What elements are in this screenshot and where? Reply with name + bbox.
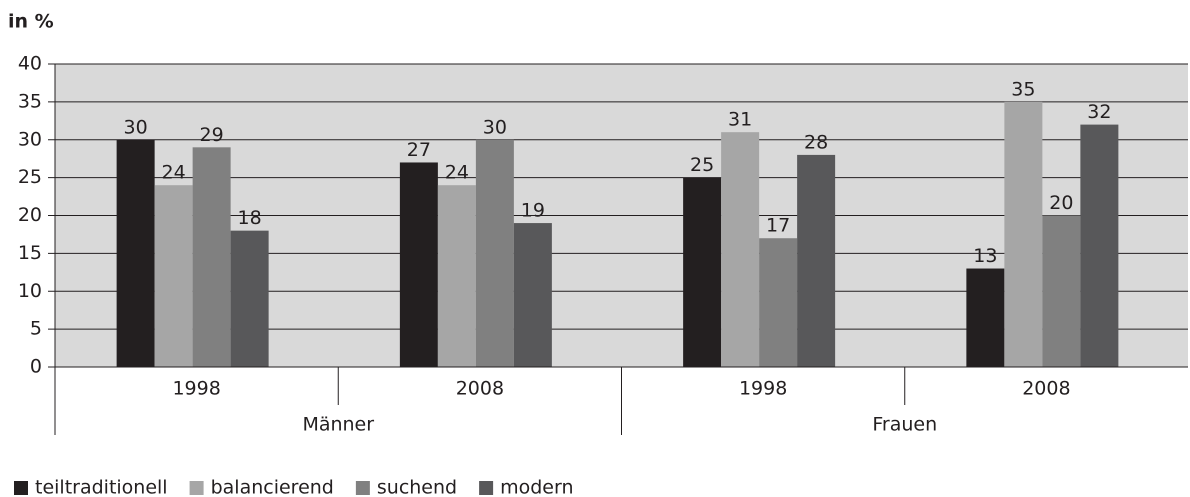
legend-swatch <box>14 481 28 495</box>
bar <box>966 268 1005 367</box>
x-tick-label: 1998 <box>172 378 220 400</box>
data-label: 19 <box>521 200 545 222</box>
x-tick-label: 1998 <box>739 378 787 400</box>
bar <box>683 177 722 367</box>
y-tick-label: 10 <box>18 280 42 302</box>
data-label: 30 <box>124 116 148 138</box>
y-tick-label: 40 <box>18 53 42 75</box>
data-label: 32 <box>1087 101 1111 123</box>
legend-label: teiltraditionell <box>35 477 168 497</box>
bar <box>797 154 836 367</box>
group-label: Frauen <box>872 414 937 436</box>
legend-swatch <box>355 481 370 495</box>
bar <box>437 185 476 367</box>
bar <box>399 162 438 367</box>
data-label: 17 <box>766 215 790 237</box>
bar <box>759 238 798 367</box>
y-tick-label: 15 <box>18 242 42 264</box>
bar <box>513 223 552 367</box>
legend-label: modern <box>500 477 573 497</box>
bar <box>116 139 155 367</box>
bar <box>230 230 269 367</box>
bar <box>1004 101 1043 367</box>
group-label: Männer <box>302 414 374 436</box>
bar <box>475 139 514 367</box>
data-label: 28 <box>804 131 828 153</box>
x-tick-label: 2008 <box>456 378 504 400</box>
y-axis-label: in % <box>8 11 54 33</box>
data-label: 18 <box>238 207 262 229</box>
bar <box>1080 124 1119 367</box>
y-tick-label: 5 <box>30 318 42 340</box>
y-tick-label: 20 <box>18 204 42 226</box>
data-label: 24 <box>445 162 469 184</box>
data-label: 20 <box>1049 192 1073 214</box>
bar <box>192 147 231 367</box>
data-label: 29 <box>200 124 224 146</box>
data-label: 35 <box>1011 78 1035 100</box>
y-tick-label: 0 <box>30 356 42 378</box>
bar <box>154 185 193 367</box>
legend-swatch <box>479 481 494 495</box>
legend-label: suchend <box>377 477 457 497</box>
y-tick-label: 25 <box>18 166 42 188</box>
data-label: 13 <box>973 245 997 267</box>
x-tick-label: 2008 <box>1022 378 1070 400</box>
data-label: 31 <box>728 109 752 131</box>
bar <box>721 132 760 367</box>
data-label: 24 <box>162 162 186 184</box>
legend-label: balancierend <box>211 477 334 497</box>
data-label: 25 <box>690 154 714 176</box>
y-tick-label: 35 <box>18 90 42 112</box>
y-tick-label: 30 <box>18 128 42 150</box>
data-label: 27 <box>407 139 431 161</box>
data-label: 30 <box>483 116 507 138</box>
legend-swatch <box>189 481 204 495</box>
bar <box>1042 215 1081 367</box>
